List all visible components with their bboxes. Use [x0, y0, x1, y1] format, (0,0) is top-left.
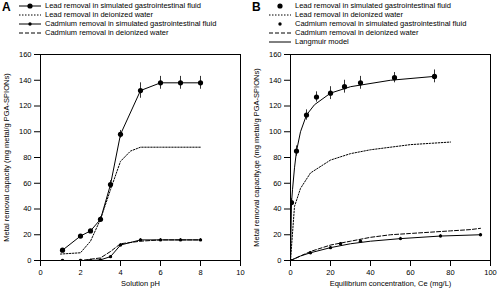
svg-text:100: 100: [19, 127, 32, 136]
svg-text:20: 20: [273, 230, 281, 239]
svg-text:0: 0: [277, 256, 281, 265]
svg-text:Solution pH: Solution pH: [121, 279, 160, 288]
svg-text:20: 20: [326, 268, 334, 277]
html-text:Cadmium removal in simulated g: Cadmium removal in simulated gastrointes…: [45, 19, 217, 28]
svg-text:120: 120: [19, 101, 32, 110]
svg-text:160: 160: [19, 50, 32, 59]
svg-text:120: 120: [269, 101, 282, 110]
svg-text:2: 2: [78, 268, 82, 277]
html-text:Lead removal in simulated gast: Lead removal in simulated gastrointestin…: [295, 1, 451, 10]
svg-text:0: 0: [38, 268, 42, 277]
html-text:Lead removal in simulated gast: Lead removal in simulated gastrointestin…: [45, 1, 201, 10]
html-text:Lead removal in deionized wate: Lead removal in deionized water: [295, 10, 403, 19]
svg-text:160: 160: [269, 50, 282, 59]
svg-text:100: 100: [484, 268, 497, 277]
svg-text:60: 60: [273, 179, 281, 188]
html-text:Cadmium removal in simulated g: Cadmium removal in simulated gastrointes…: [295, 19, 467, 28]
svg-text:6: 6: [158, 268, 162, 277]
svg-text:Equilibrium concentration, Ce: Equilibrium concentration, Ce (mg/L): [330, 279, 452, 288]
svg-text:40: 40: [273, 204, 281, 213]
svg-text:140: 140: [19, 76, 32, 85]
html-text:Lead removal in deionized wate: Lead removal in deionized water: [45, 10, 153, 19]
svg-text:100: 100: [269, 127, 282, 136]
svg-text:Metal removal capacity,qe (mg: Metal removal capacity,qe (mg metal/g PG…: [252, 68, 261, 247]
svg-text:0: 0: [27, 256, 31, 265]
svg-text:20: 20: [23, 230, 31, 239]
html-text:B: B: [252, 0, 261, 14]
svg-text:4: 4: [118, 268, 122, 277]
svg-text:40: 40: [23, 204, 31, 213]
svg-text:80: 80: [273, 153, 281, 162]
svg-text:0: 0: [288, 268, 292, 277]
svg-text:80: 80: [446, 268, 454, 277]
html-text:Cadmium removal in deionized w: Cadmium removal in deionized water: [295, 28, 419, 37]
html-text:Cadmium removal in deionized w: Cadmium removal in deionized water: [45, 28, 169, 37]
html-text:Langmuir model: Langmuir model: [295, 37, 349, 46]
svg-text:Metal removal capacity (mg met: Metal removal capacity (mg metal/g PGA-S…: [2, 73, 11, 242]
html-text:A: A: [2, 0, 11, 14]
svg-text:40: 40: [366, 268, 374, 277]
svg-text:140: 140: [269, 76, 282, 85]
svg-text:8: 8: [198, 268, 202, 277]
svg-text:10: 10: [236, 268, 244, 277]
svg-text:60: 60: [406, 268, 414, 277]
svg-text:60: 60: [23, 179, 31, 188]
svg-text:80: 80: [23, 153, 31, 162]
